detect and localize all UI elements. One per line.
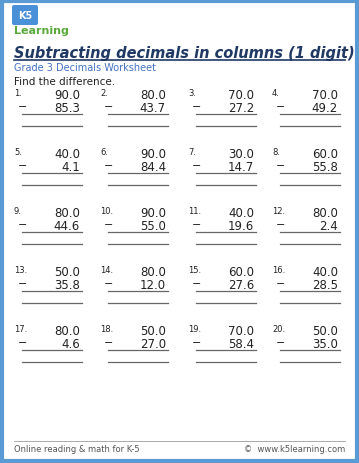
Text: −: − xyxy=(18,337,27,347)
Text: 43.7: 43.7 xyxy=(140,102,166,115)
Text: 80.0: 80.0 xyxy=(140,265,166,278)
Text: Learning: Learning xyxy=(14,26,69,36)
Text: 1.: 1. xyxy=(14,89,22,98)
FancyBboxPatch shape xyxy=(12,6,38,26)
Text: −: − xyxy=(192,161,201,171)
Text: 85.3: 85.3 xyxy=(54,102,80,115)
Text: 44.6: 44.6 xyxy=(54,219,80,232)
Text: 10.: 10. xyxy=(100,206,113,216)
Text: 7.: 7. xyxy=(188,148,196,156)
Text: 20.: 20. xyxy=(272,324,285,333)
Text: ©  www.k5learning.com: © www.k5learning.com xyxy=(244,444,345,453)
Text: 80.0: 80.0 xyxy=(140,89,166,102)
Text: 18.: 18. xyxy=(100,324,113,333)
Text: Online reading & math for K-5: Online reading & math for K-5 xyxy=(14,444,140,453)
Text: Subtracting decimals in columns (1 digit): Subtracting decimals in columns (1 digit… xyxy=(14,46,355,61)
Text: 50.0: 50.0 xyxy=(140,324,166,337)
Text: 84.4: 84.4 xyxy=(140,161,166,174)
Text: 4.6: 4.6 xyxy=(61,337,80,350)
Text: 40.0: 40.0 xyxy=(228,206,254,219)
Text: 15.: 15. xyxy=(188,265,201,275)
Text: 50.0: 50.0 xyxy=(312,324,338,337)
Text: 80.0: 80.0 xyxy=(54,206,80,219)
Text: 70.0: 70.0 xyxy=(228,324,254,337)
Text: 2.: 2. xyxy=(100,89,108,98)
Text: −: − xyxy=(192,102,201,112)
Text: 8.: 8. xyxy=(272,148,280,156)
Text: −: − xyxy=(104,161,113,171)
Text: 17.: 17. xyxy=(14,324,27,333)
Text: 40.0: 40.0 xyxy=(312,265,338,278)
Text: −: − xyxy=(18,278,27,288)
Text: 3.: 3. xyxy=(188,89,196,98)
Text: 6.: 6. xyxy=(100,148,108,156)
Text: 49.2: 49.2 xyxy=(312,102,338,115)
Text: −: − xyxy=(18,161,27,171)
Text: −: − xyxy=(18,102,27,112)
Text: Find the difference.: Find the difference. xyxy=(14,77,115,87)
Text: 90.0: 90.0 xyxy=(140,206,166,219)
Text: 12.0: 12.0 xyxy=(140,278,166,291)
Text: −: − xyxy=(192,278,201,288)
Text: 70.0: 70.0 xyxy=(228,89,254,102)
Text: −: − xyxy=(192,219,201,230)
Text: 50.0: 50.0 xyxy=(54,265,80,278)
Text: 13.: 13. xyxy=(14,265,27,275)
Text: 30.0: 30.0 xyxy=(228,148,254,161)
Text: 40.0: 40.0 xyxy=(54,148,80,161)
Text: 28.5: 28.5 xyxy=(312,278,338,291)
Text: 58.4: 58.4 xyxy=(228,337,254,350)
Text: −: − xyxy=(276,278,285,288)
Text: 2.4: 2.4 xyxy=(319,219,338,232)
Text: −: − xyxy=(276,161,285,171)
Text: 60.0: 60.0 xyxy=(312,148,338,161)
Text: 5.: 5. xyxy=(14,148,22,156)
Text: 80.0: 80.0 xyxy=(54,324,80,337)
Text: 19.6: 19.6 xyxy=(228,219,254,232)
Text: 70.0: 70.0 xyxy=(312,89,338,102)
Text: 4.1: 4.1 xyxy=(61,161,80,174)
Text: 14.7: 14.7 xyxy=(228,161,254,174)
Text: 9.: 9. xyxy=(14,206,22,216)
Text: −: − xyxy=(276,102,285,112)
Text: −: − xyxy=(104,337,113,347)
Text: 16.: 16. xyxy=(272,265,285,275)
Text: 80.0: 80.0 xyxy=(312,206,338,219)
Text: 35.8: 35.8 xyxy=(54,278,80,291)
Text: −: − xyxy=(104,102,113,112)
Text: −: − xyxy=(276,337,285,347)
Text: 60.0: 60.0 xyxy=(228,265,254,278)
Text: 90.0: 90.0 xyxy=(54,89,80,102)
Text: −: − xyxy=(192,337,201,347)
Text: 27.0: 27.0 xyxy=(140,337,166,350)
Text: −: − xyxy=(18,219,27,230)
Text: 11.: 11. xyxy=(188,206,201,216)
Text: −: − xyxy=(104,219,113,230)
Text: −: − xyxy=(104,278,113,288)
Text: −: − xyxy=(276,219,285,230)
Text: 4.: 4. xyxy=(272,89,280,98)
Text: 14.: 14. xyxy=(100,265,113,275)
Text: 19.: 19. xyxy=(188,324,201,333)
Text: 27.6: 27.6 xyxy=(228,278,254,291)
Text: 55.0: 55.0 xyxy=(140,219,166,232)
Text: 27.2: 27.2 xyxy=(228,102,254,115)
Text: Grade 3 Decimals Worksheet: Grade 3 Decimals Worksheet xyxy=(14,63,156,73)
Text: K5: K5 xyxy=(18,11,32,21)
Text: 55.8: 55.8 xyxy=(312,161,338,174)
Text: 35.0: 35.0 xyxy=(312,337,338,350)
Text: 90.0: 90.0 xyxy=(140,148,166,161)
Text: 12.: 12. xyxy=(272,206,285,216)
